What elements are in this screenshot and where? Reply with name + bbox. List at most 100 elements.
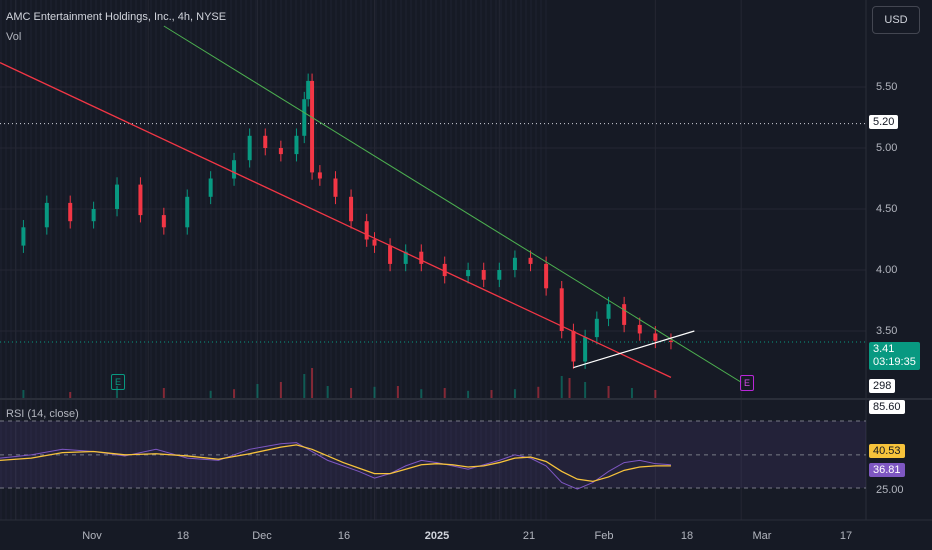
history-stripe — [210, 0, 212, 520]
history-stripe — [5, 0, 7, 520]
candle-body — [263, 135, 268, 148]
history-stripe — [45, 0, 47, 520]
history-stripe — [365, 0, 367, 520]
countdown-timer: 03:19:35 — [873, 356, 916, 368]
candle-body — [91, 209, 96, 222]
candle-body — [372, 239, 377, 246]
history-stripe — [350, 0, 352, 520]
volume-badge: 298 — [869, 379, 896, 393]
volume-bar — [303, 374, 306, 398]
history-stripe — [445, 0, 447, 520]
candle-body — [306, 80, 311, 100]
candle-body — [278, 148, 283, 155]
history-stripe — [455, 0, 457, 520]
candle-body — [115, 184, 120, 209]
history-stripe — [55, 0, 57, 520]
candle-body — [481, 270, 486, 280]
candle-body — [310, 80, 315, 173]
history-stripe — [415, 0, 417, 520]
history-stripe — [30, 0, 32, 520]
history-stripe — [255, 0, 257, 520]
x-tick-label: 2025 — [424, 530, 450, 542]
volume-bar — [209, 390, 212, 398]
history-stripe — [195, 0, 197, 520]
history-stripe — [130, 0, 132, 520]
currency-button[interactable]: USD — [872, 6, 920, 34]
volume-bar — [326, 386, 329, 398]
history-stripe — [475, 0, 477, 520]
history-stripe — [315, 0, 317, 520]
history-stripe — [310, 0, 312, 520]
candle-body — [466, 270, 471, 277]
volume-bar — [256, 384, 259, 398]
candle-body — [68, 202, 73, 222]
history-stripe — [360, 0, 362, 520]
history-stripe — [50, 0, 52, 520]
candle-body — [571, 331, 576, 362]
candle-body — [497, 270, 502, 280]
volume-bar — [654, 390, 657, 398]
history-stripe — [105, 0, 107, 520]
history-stripe — [505, 0, 507, 520]
candle-body — [185, 196, 190, 228]
history-stripe — [385, 0, 387, 520]
history-stripe — [490, 0, 492, 520]
history-stripe — [435, 0, 437, 520]
history-stripe — [305, 0, 307, 520]
rsi-value-badge: 40.53 — [869, 444, 905, 458]
rsi-ma-badge: 36.81 — [869, 463, 905, 477]
candle-body — [161, 215, 166, 228]
history-stripe — [285, 0, 287, 520]
rsi-tick-label: 25.00 — [876, 484, 904, 496]
history-stripe — [485, 0, 487, 520]
history-stripe — [235, 0, 237, 520]
price-tick-label: 5.00 — [876, 142, 898, 154]
x-tick-label: 18 — [680, 530, 694, 542]
history-stripe — [175, 0, 177, 520]
history-stripe — [510, 0, 512, 520]
history-stripe — [460, 0, 462, 520]
x-tick-label: Nov — [82, 530, 102, 542]
history-stripe — [75, 0, 77, 520]
history-stripe — [180, 0, 182, 520]
earnings-icon[interactable]: E — [111, 374, 125, 390]
history-stripe — [290, 0, 292, 520]
rsi-upper-badge: 85.60 — [869, 400, 905, 414]
candle-body — [606, 304, 611, 319]
candle-body — [302, 99, 307, 136]
candle-body — [653, 333, 658, 341]
candle-body — [594, 318, 599, 338]
candle-body — [583, 337, 588, 362]
history-stripe — [425, 0, 427, 520]
candle-body — [21, 227, 26, 246]
history-stripe — [395, 0, 397, 520]
history-stripe — [430, 0, 432, 520]
history-stripe — [115, 0, 117, 520]
history-stripe — [170, 0, 172, 520]
history-stripe — [500, 0, 502, 520]
history-stripe — [40, 0, 42, 520]
history-stripe — [520, 0, 522, 520]
price-pane — [0, 0, 866, 398]
history-stripe — [0, 0, 2, 520]
candle-body — [442, 263, 447, 277]
candle-body — [208, 178, 213, 197]
green-trendline — [163, 25, 742, 383]
volume-bar — [162, 388, 165, 398]
rsi-pane — [0, 400, 866, 520]
history-stripe — [185, 0, 187, 520]
rsi-ma-line — [0, 444, 671, 483]
history-stripe — [135, 0, 137, 520]
last-price-badge: 3.41 03:19:35 — [869, 342, 920, 370]
price-marker-badge: 5.20 — [869, 115, 899, 129]
candle-body — [294, 135, 299, 155]
history-stripe — [190, 0, 192, 520]
x-tick-label: 21 — [522, 530, 536, 542]
history-stripe — [325, 0, 327, 520]
history-stripe — [270, 0, 272, 520]
earnings-icon[interactable]: E — [740, 375, 754, 391]
volume-bar — [607, 386, 610, 398]
history-stripe — [480, 0, 482, 520]
candle-body — [247, 135, 252, 161]
